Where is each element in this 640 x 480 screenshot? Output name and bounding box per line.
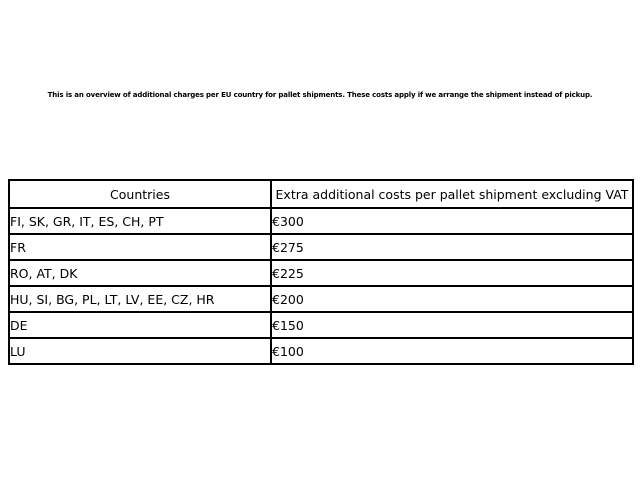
- countries-cell: RO, AT, DK: [8, 259, 272, 287]
- cost-cell: €275: [270, 233, 634, 261]
- countries-cell: LU: [8, 337, 272, 365]
- costs-column-header: Extra additional costs per pallet shipme…: [270, 179, 634, 209]
- figure-caption: This is an overview of additional charge…: [47, 91, 593, 99]
- cost-cell: €225: [270, 259, 634, 287]
- table-header-row: Countries Extra additional costs per pal…: [8, 179, 634, 209]
- cost-cell: €150: [270, 311, 634, 339]
- countries-column-header: Countries: [8, 179, 272, 209]
- table-row: FI, SK, GR, IT, ES, CH, PT €300: [8, 207, 634, 235]
- cost-cell: €300: [270, 207, 634, 235]
- countries-cell: FR: [8, 233, 272, 261]
- table-row: RO, AT, DK €225: [8, 259, 634, 287]
- countries-cell: DE: [8, 311, 272, 339]
- table-row: HU, SI, BG, PL, LT, LV, EE, CZ, HR €200: [8, 285, 634, 313]
- cost-cell: €100: [270, 337, 634, 365]
- costs-table: Countries Extra additional costs per pal…: [8, 179, 634, 365]
- countries-cell: FI, SK, GR, IT, ES, CH, PT: [8, 207, 272, 235]
- table-row: FR €275: [8, 233, 634, 261]
- table-row: LU €100: [8, 337, 634, 365]
- cost-cell: €200: [270, 285, 634, 313]
- table-row: DE €150: [8, 311, 634, 339]
- countries-cell: HU, SI, BG, PL, LT, LV, EE, CZ, HR: [8, 285, 272, 313]
